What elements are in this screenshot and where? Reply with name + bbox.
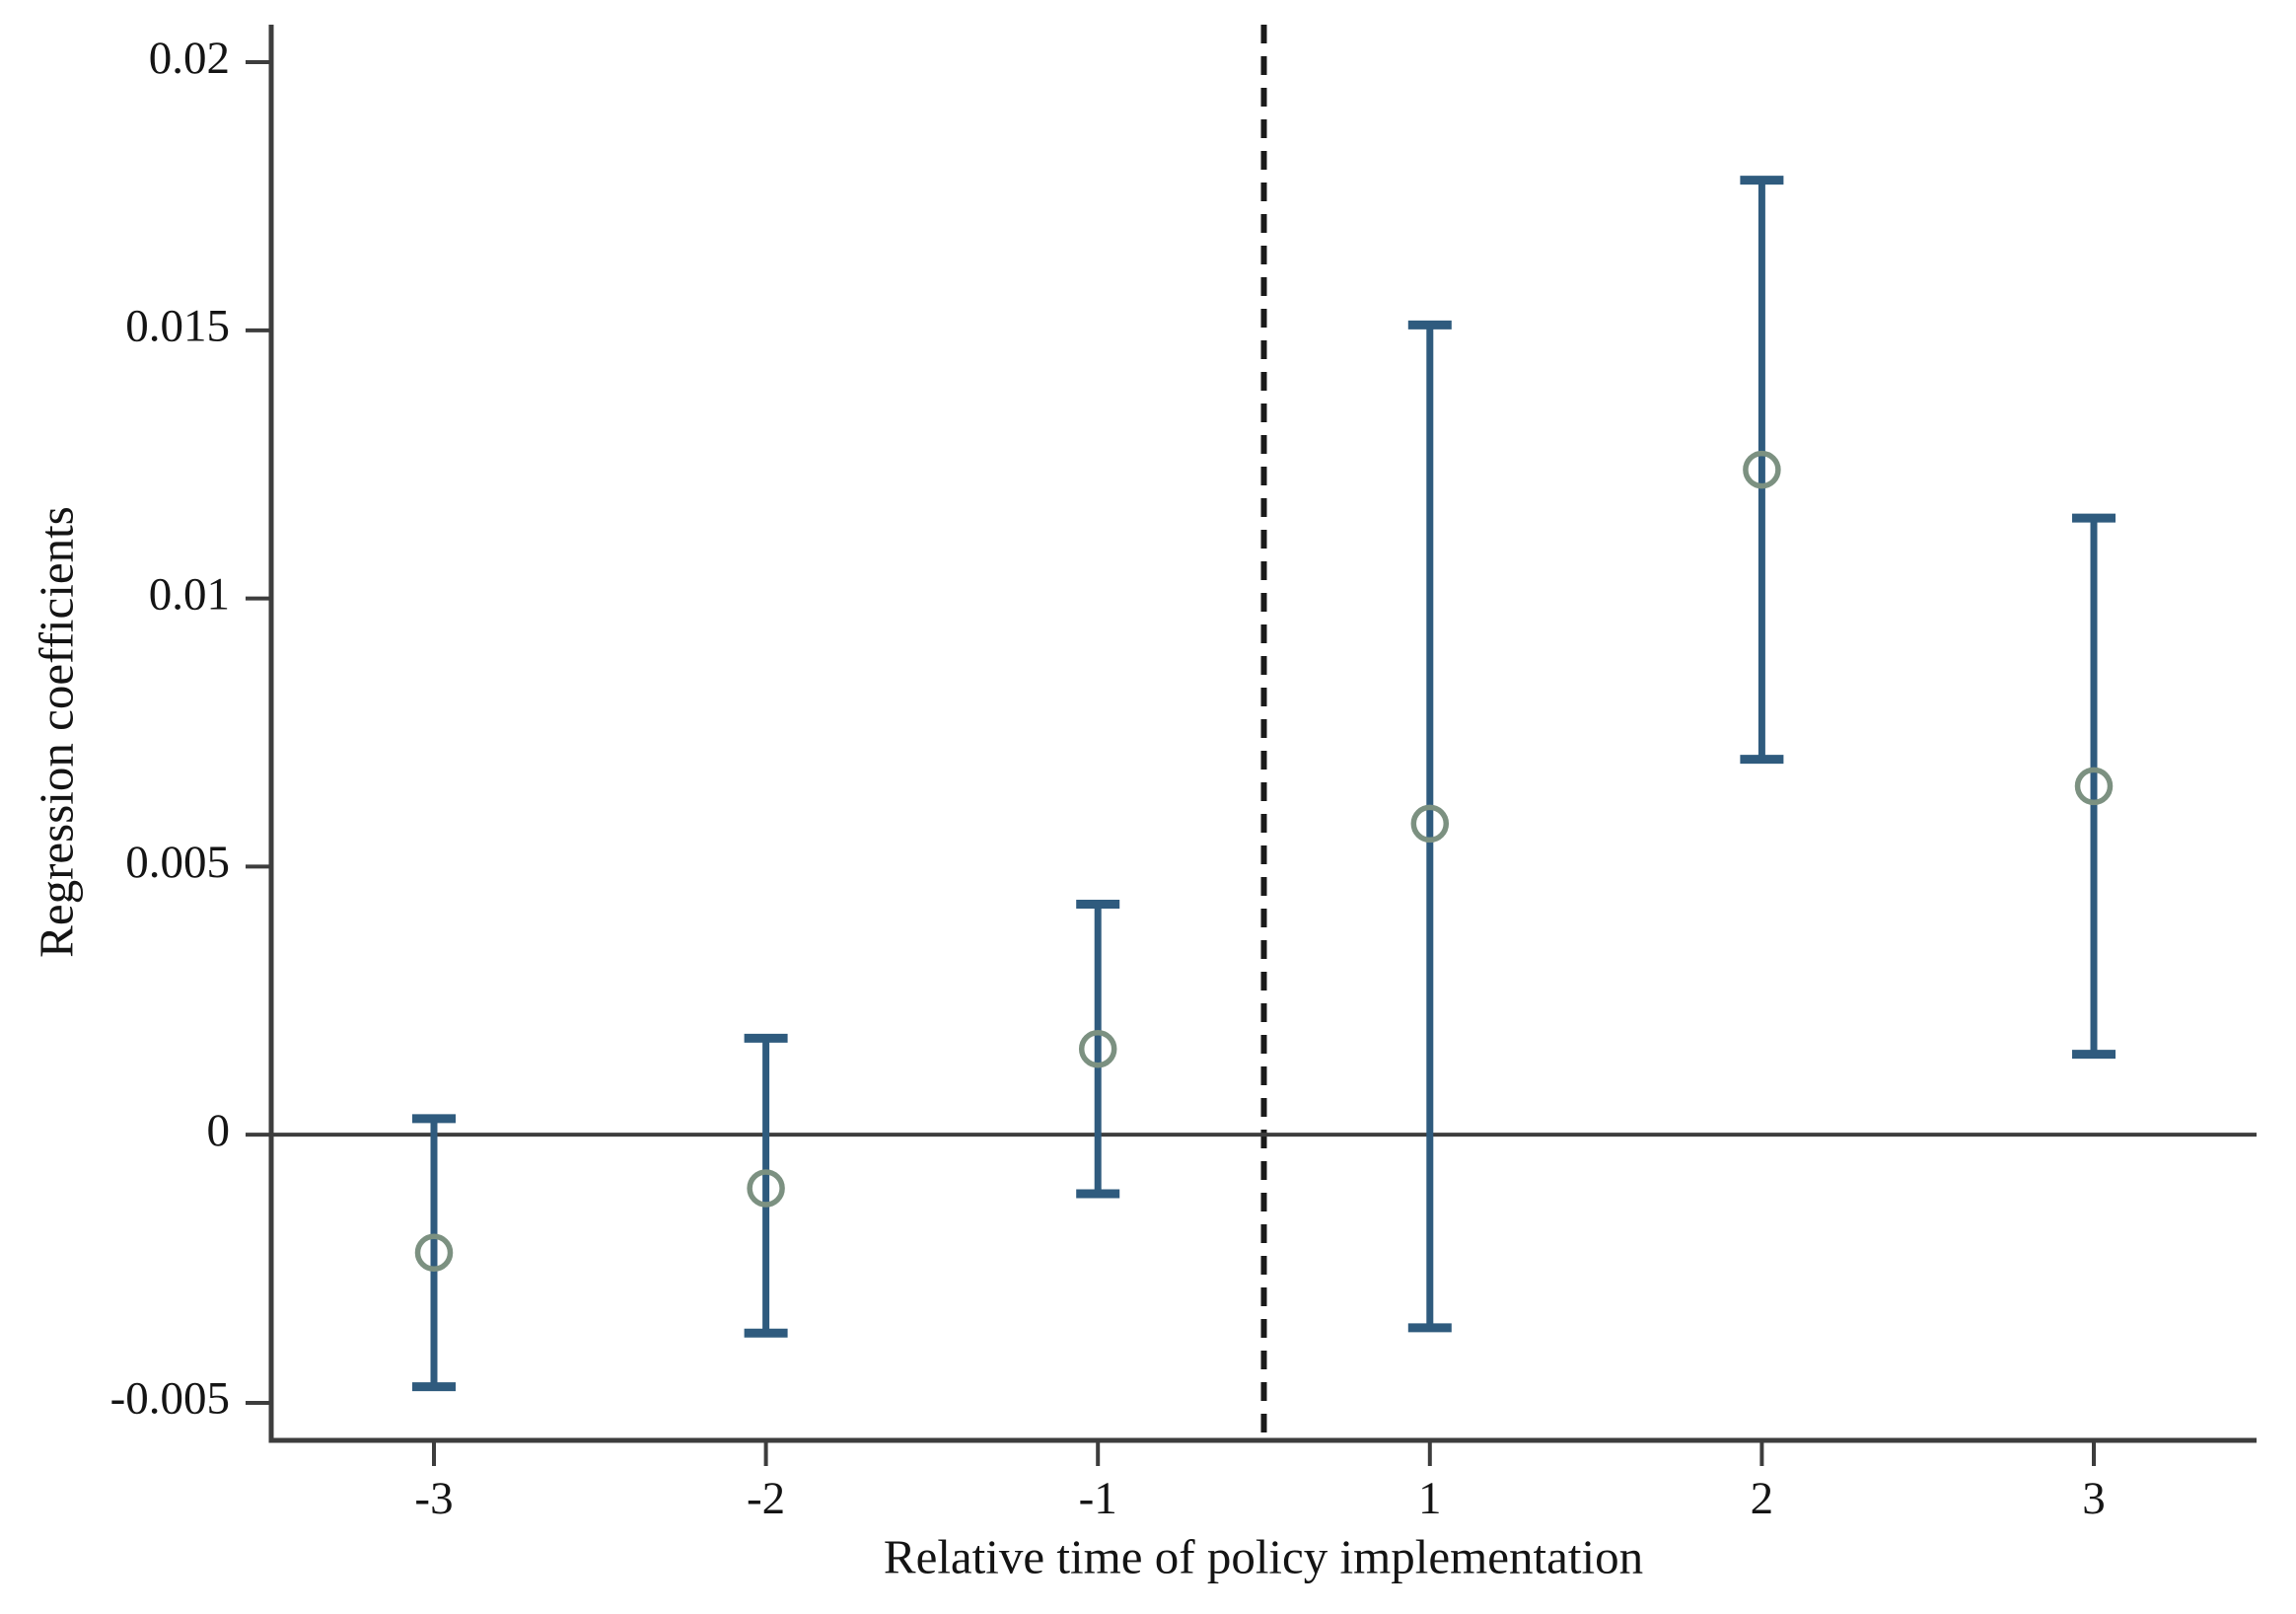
y-tick-label: -0.005 — [110, 1373, 230, 1425]
y-tick-label: 0.01 — [149, 568, 230, 620]
coef-marker — [414, 1233, 454, 1273]
x-tick-label: -2 — [747, 1473, 785, 1524]
x-tick-label: 3 — [2082, 1473, 2106, 1524]
y-tick-label: 0.005 — [125, 837, 230, 888]
x-tick-label: -3 — [414, 1473, 453, 1524]
coef-marker — [747, 1169, 785, 1208]
x-tick-label: 1 — [1418, 1473, 1442, 1524]
y-tick-label: 0.02 — [149, 33, 230, 84]
x-axis-title: Relative time of policy implementation — [884, 1529, 1643, 1583]
y-tick-label: 0 — [207, 1105, 231, 1156]
coef-marker — [2074, 767, 2114, 806]
y-tick-label: 0.015 — [125, 301, 230, 352]
coef-marker — [1410, 804, 1450, 844]
y-axis-title: Regression coefficients — [29, 506, 83, 958]
coef-marker — [1743, 450, 1781, 489]
coef-marker — [1078, 1029, 1117, 1068]
x-tick-label: -1 — [1079, 1473, 1117, 1524]
x-tick-label: 2 — [1751, 1473, 1774, 1524]
